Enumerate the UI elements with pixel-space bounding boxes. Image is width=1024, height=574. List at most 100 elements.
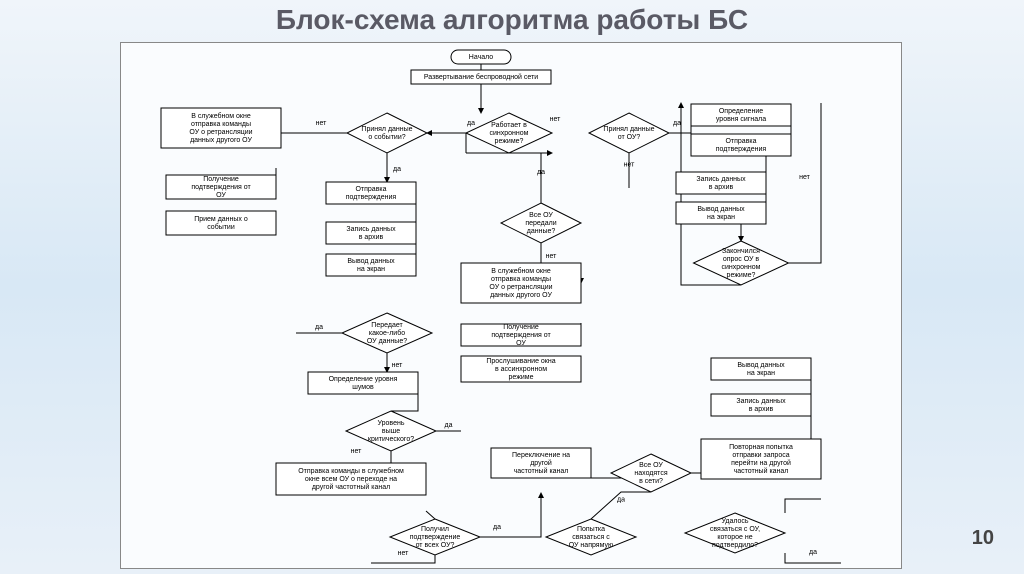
svg-text:частотный канал: частотный канал xyxy=(514,467,569,475)
node-send_ack2: Отправкаподтверждения xyxy=(326,182,416,204)
svg-text:нет: нет xyxy=(351,448,363,455)
svg-text:Получение: Получение xyxy=(203,176,239,183)
svg-text:отправка команды: отправка команды xyxy=(491,276,551,283)
svg-text:Попытка: Попытка xyxy=(577,526,605,533)
node-disp3: Вывод данныхна экран xyxy=(711,358,811,380)
svg-text:окне всем ОУ о переходе на: окне всем ОУ о переходе на xyxy=(305,476,397,483)
svg-text:режиме?: режиме? xyxy=(495,138,524,145)
svg-text:Все ОУ: Все ОУ xyxy=(529,212,553,219)
node-try_contact: Попыткасвязаться сОУ напрямую xyxy=(546,519,636,555)
svg-text:да: да xyxy=(673,120,681,127)
svg-text:перейти на другой: перейти на другой xyxy=(731,459,791,467)
svg-text:В служебном окне: В служебном окне xyxy=(191,112,251,120)
svg-text:ОУ о ретрансляции: ОУ о ретрансляции xyxy=(189,129,252,136)
svg-text:другой: другой xyxy=(530,459,552,467)
svg-text:нет: нет xyxy=(398,550,410,557)
svg-text:да: да xyxy=(493,524,501,531)
node-retry_req: Повторная попыткаотправки запросаперейти… xyxy=(701,439,821,479)
node-start: Начало xyxy=(451,50,511,64)
svg-text:Получил: Получил xyxy=(421,526,449,533)
svg-text:синхронном: синхронном xyxy=(490,130,529,137)
svg-text:ОУ: ОУ xyxy=(516,340,526,347)
svg-text:подтверждения от: подтверждения от xyxy=(491,332,551,339)
svg-text:В служебном окне: В служебном окне xyxy=(491,267,551,275)
svg-text:Повторная попытка: Повторная попытка xyxy=(729,444,793,451)
svg-text:Запись данных: Запись данных xyxy=(346,226,396,233)
node-listen: Прослушивание окнав ассинхронномрежиме xyxy=(461,356,581,382)
svg-text:отправки запроса: отправки запроса xyxy=(732,452,789,459)
svg-text:синхронном: синхронном xyxy=(722,264,761,271)
svg-text:Принял данные: Принял данные xyxy=(361,126,412,133)
node-any_send: Передаеткакое-либоОУ данные? xyxy=(342,313,432,353)
svg-text:какое-либо: какое-либо xyxy=(369,329,405,337)
svg-text:на экран: на экран xyxy=(747,370,775,377)
svg-text:критического?: критического? xyxy=(368,436,414,443)
svg-text:находятся: находятся xyxy=(634,470,667,477)
node-disp1: Вывод данныхна экран xyxy=(676,202,766,224)
svg-text:о событии?: о событии? xyxy=(368,133,405,141)
node-recv_ou: Принял данныеот ОУ? xyxy=(589,113,669,153)
svg-text:опрос ОУ в: опрос ОУ в xyxy=(723,256,760,263)
node-recv_evt: Принял данныео событии? xyxy=(347,113,427,153)
svg-text:нет: нет xyxy=(799,174,811,181)
svg-text:в архив: в архив xyxy=(749,406,774,413)
svg-text:нет: нет xyxy=(392,362,404,369)
svg-text:нет: нет xyxy=(624,162,636,169)
svg-text:от всех ОУ?: от всех ОУ? xyxy=(416,542,455,549)
svg-text:ОУ данные?: ОУ данные? xyxy=(367,338,407,345)
svg-text:Отправка команды в служебном: Отправка команды в служебном xyxy=(298,467,404,475)
node-sig_level: Определениеуровня сигнала xyxy=(691,104,791,126)
node-switch_chan: Переключение надругойчастотный канал xyxy=(491,448,591,478)
svg-text:уровня сигнала: уровня сигнала xyxy=(716,116,766,123)
svg-text:на экран: на экран xyxy=(707,214,735,221)
svg-text:Вывод данных: Вывод данных xyxy=(347,258,395,265)
svg-text:ОУ: ОУ xyxy=(216,192,226,199)
svg-text:связаться с ОУ,: связаться с ОУ, xyxy=(710,526,760,533)
node-get_ack1: Получениеподтверждения отОУ xyxy=(166,175,276,199)
svg-text:да: да xyxy=(617,497,625,504)
node-svc_win1: В служебном окнеотправка командыОУ о рет… xyxy=(161,108,281,148)
svg-text:да: да xyxy=(809,549,817,556)
svg-text:Переключение на: Переключение на xyxy=(512,452,570,459)
svg-text:Определение уровня: Определение уровня xyxy=(329,376,398,383)
svg-text:от ОУ?: от ОУ? xyxy=(618,134,641,141)
node-send_switch: Отправка команды в служебномокне всем ОУ… xyxy=(276,463,426,495)
svg-text:подтвердило?: подтвердило? xyxy=(712,542,758,549)
svg-text:подтверждения: подтверждения xyxy=(716,146,767,153)
svg-text:Принял данные: Принял данные xyxy=(603,126,654,133)
svg-text:подтверждения: подтверждения xyxy=(346,194,397,201)
svg-text:ОУ о ретрансляции: ОУ о ретрансляции xyxy=(489,284,552,291)
svg-text:Вывод данных: Вывод данных xyxy=(697,206,745,213)
svg-text:Передает: Передает xyxy=(371,322,403,329)
node-arch1: Запись данныхв архив xyxy=(676,172,766,194)
svg-text:другой частотный канал: другой частотный канал xyxy=(312,483,390,491)
svg-text:в архив: в архив xyxy=(709,184,734,191)
node-disp2: Вывод данныхна экран xyxy=(326,254,416,276)
svg-text:подтверждения от: подтверждения от xyxy=(191,184,251,191)
node-arch2: Запись данныхв архив xyxy=(326,222,416,244)
flowchart-svg: нетдаданетданетданетданетнетдаданетданет… xyxy=(121,43,901,568)
svg-text:да: да xyxy=(537,169,545,176)
svg-text:Запись данных: Запись данных xyxy=(736,398,786,405)
svg-text:да: да xyxy=(393,166,401,173)
svg-text:подтверждение: подтверждение xyxy=(410,534,461,541)
node-recv_evt_data: Прием данных особытии xyxy=(166,211,276,235)
svg-text:Закончился: Закончился xyxy=(722,248,760,255)
node-crit: Уровеньвышекритического? xyxy=(346,411,436,451)
svg-text:выше: выше xyxy=(382,428,400,435)
svg-text:ОУ напрямую: ОУ напрямую xyxy=(569,542,613,549)
svg-text:шумов: шумов xyxy=(352,384,374,391)
svg-text:режиме: режиме xyxy=(508,374,533,381)
page-title: Блок-схема алгоритма работы БС xyxy=(0,4,1024,36)
svg-text:связаться с: связаться с xyxy=(572,534,610,541)
svg-text:событии: событии xyxy=(207,223,235,231)
node-svc_win2: В служебном окнеотправка командыОУ о рет… xyxy=(461,263,581,303)
svg-text:Запись данных: Запись данных xyxy=(696,176,746,183)
node-deploy: Развертывание беспроводной сети xyxy=(411,70,551,84)
svg-text:Работает в: Работает в xyxy=(491,121,527,129)
svg-text:данных другого ОУ: данных другого ОУ xyxy=(490,292,552,299)
svg-text:Удалось: Удалось xyxy=(721,518,748,525)
node-all_sent: Все ОУпередалиданные? xyxy=(501,203,581,243)
svg-text:передали: передали xyxy=(525,220,556,227)
node-noise: Определение уровняшумов xyxy=(308,372,418,394)
